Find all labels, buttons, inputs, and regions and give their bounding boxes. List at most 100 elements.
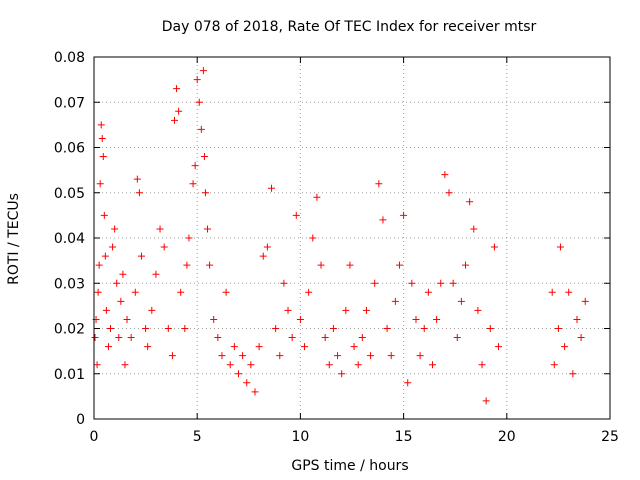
data-point	[255, 343, 263, 351]
data-point	[404, 379, 412, 387]
data-point	[375, 180, 383, 188]
chart-title: Day 078 of 2018, Rate Of TEC Index for r…	[162, 19, 537, 35]
y-tick-label: 0.06	[54, 141, 85, 157]
data-point	[210, 315, 218, 323]
x-tick-label: 20	[498, 429, 516, 445]
data-point	[189, 180, 197, 188]
x-axis-label: GPS time / hours	[291, 458, 408, 474]
data-point	[329, 325, 337, 332]
x-tick-label: 25	[601, 429, 619, 445]
data-point	[346, 261, 354, 269]
data-point	[416, 352, 424, 360]
x-tick-label: 5	[193, 429, 202, 445]
data-point	[142, 325, 150, 332]
data-point	[193, 76, 201, 84]
data-point	[170, 116, 178, 124]
data-point	[482, 397, 490, 405]
data-point	[222, 288, 230, 296]
data-point	[239, 352, 247, 360]
data-point	[96, 180, 104, 188]
data-point	[478, 361, 486, 369]
data-point	[470, 225, 478, 233]
data-point	[325, 361, 333, 369]
grid	[94, 57, 610, 419]
data-point	[135, 189, 143, 197]
ticks: 0 5 10 15 20 25 0 0.01 0.02 0.03 0.04 0.05 0.06 0.07 0…	[54, 50, 619, 445]
data-point	[581, 297, 589, 305]
data-point	[168, 352, 176, 360]
data-point	[121, 361, 129, 369]
data-point	[123, 315, 131, 323]
data-point	[173, 85, 181, 93]
data-point	[391, 297, 399, 305]
data-point	[111, 225, 119, 233]
data-point	[445, 189, 453, 197]
data-point	[474, 306, 482, 314]
data-point	[424, 288, 432, 296]
data-point	[164, 325, 172, 332]
data-point	[272, 325, 280, 332]
data-point	[486, 325, 494, 332]
data-point	[420, 325, 428, 332]
data-point	[113, 279, 121, 287]
data-point	[462, 261, 470, 269]
data-point	[195, 98, 203, 106]
data-point	[276, 352, 284, 360]
data-points	[91, 67, 589, 405]
data-point	[453, 334, 461, 342]
y-tick-label: 0.05	[54, 186, 85, 202]
data-point	[371, 279, 379, 287]
data-point	[280, 279, 288, 287]
data-point	[362, 306, 370, 314]
data-point	[449, 279, 457, 287]
data-point	[181, 325, 189, 332]
data-point	[100, 211, 108, 219]
data-point	[383, 325, 391, 332]
data-point	[268, 184, 276, 192]
data-point	[183, 261, 191, 269]
x-tick-label: 10	[291, 429, 309, 445]
data-point	[204, 225, 212, 233]
data-point	[131, 288, 139, 296]
data-point	[379, 216, 387, 224]
data-point	[569, 370, 577, 378]
data-point	[305, 288, 313, 296]
data-point	[127, 334, 135, 342]
data-point	[350, 343, 358, 351]
data-point	[495, 343, 503, 351]
y-tick-label: 0.03	[54, 276, 85, 292]
data-point	[185, 234, 193, 242]
data-point	[358, 334, 366, 342]
data-point	[263, 243, 271, 251]
data-point	[95, 261, 103, 269]
data-point	[292, 211, 300, 219]
data-point	[556, 243, 564, 251]
data-point	[577, 334, 585, 342]
data-point	[133, 175, 141, 183]
data-point	[259, 252, 267, 260]
y-tick-label: 0.08	[54, 50, 85, 66]
data-point	[243, 379, 251, 387]
y-tick-label: 0.02	[54, 322, 85, 338]
y-tick-label: 0.07	[54, 95, 85, 111]
data-point	[354, 361, 362, 369]
data-point	[197, 125, 205, 133]
data-point	[200, 153, 208, 161]
data-point	[548, 288, 556, 296]
data-point	[206, 261, 214, 269]
data-point	[201, 189, 209, 197]
data-point	[554, 325, 562, 332]
data-point	[230, 343, 238, 351]
data-point	[565, 288, 573, 296]
data-point	[490, 243, 498, 251]
data-point	[97, 121, 105, 129]
data-point	[234, 370, 242, 378]
data-point	[296, 315, 304, 323]
data-point	[301, 343, 309, 351]
x-tick-label: 15	[395, 429, 413, 445]
data-point	[437, 279, 445, 287]
data-point	[160, 243, 168, 251]
data-point	[226, 361, 234, 369]
data-point	[313, 193, 321, 201]
